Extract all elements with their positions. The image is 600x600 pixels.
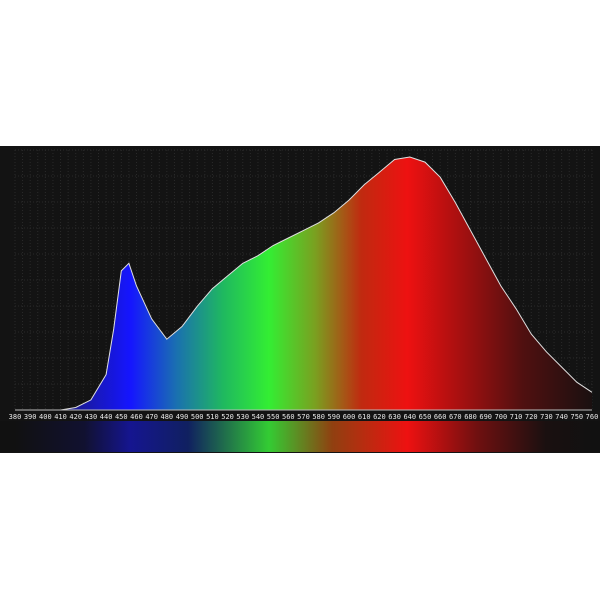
x-tick-label: 540 [252,413,265,421]
x-tick-label: 380 [9,413,22,421]
x-tick-label: 670 [449,413,462,421]
x-tick-label: 760 [586,413,599,421]
x-tick-label: 570 [297,413,310,421]
x-tick-label: 460 [130,413,143,421]
x-tick-label: 750 [570,413,583,421]
x-tick-label: 700 [495,413,508,421]
x-tick-label: 520 [221,413,234,421]
x-tick-label: 410 [54,413,67,421]
x-tick-label: 620 [373,413,386,421]
x-tick-label: 390 [24,413,37,421]
x-tick-label: 500 [191,413,204,421]
x-axis: 380 390 400 410 420 430 440 450 460 470 480 490 500 5… [9,409,599,421]
x-tick-label: 450 [115,413,128,421]
x-tick-label: 550 [267,413,280,421]
x-tick-label: 560 [282,413,295,421]
x-tick-label: 630 [388,413,401,421]
x-tick-label: 590 [328,413,341,421]
x-tick-label: 640 [403,413,416,421]
x-tick-label: 740 [555,413,568,421]
x-tick-label: 660 [434,413,447,421]
x-tick-label: 470 [145,413,158,421]
spectrum-area [15,157,592,410]
x-tick-label: 530 [236,413,249,421]
x-tick-label: 440 [100,413,113,421]
x-tick-label: 650 [419,413,432,421]
x-tick-label: 610 [358,413,371,421]
x-tick-label: 400 [39,413,52,421]
x-tick-label: 600 [343,413,356,421]
x-tick-label: 480 [161,413,174,421]
spectrum-band [0,421,600,452]
x-tick-label: 710 [510,413,523,421]
x-tick-label: 680 [464,413,477,421]
x-tick-label: 430 [85,413,98,421]
x-tick-label: 690 [479,413,492,421]
x-tick-label: 420 [69,413,82,421]
spectrum-curve [15,156,593,411]
x-tick-label: 720 [525,413,538,421]
x-tick-label: 580 [312,413,325,421]
x-tick-label: 510 [206,413,219,421]
x-tick-label: 490 [176,413,189,421]
x-tick-label: 730 [540,413,553,421]
